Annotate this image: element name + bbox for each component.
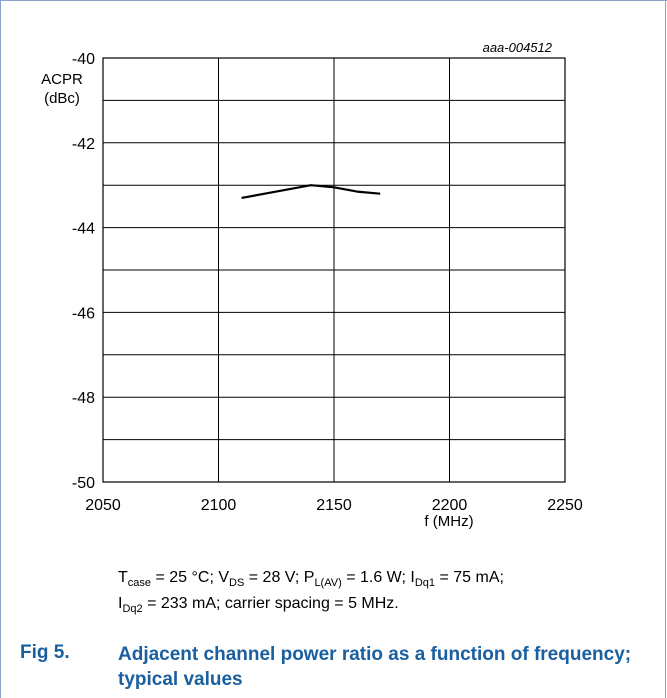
caption-text: = 28 V; P [244, 569, 315, 586]
y-tick-label: -46 [72, 305, 95, 322]
y-tick-label: -44 [72, 221, 95, 238]
frame-top-border [0, 0, 667, 1]
y-axis-label-line2: (dBc) [44, 90, 80, 107]
caption-subscript: Dq1 [414, 577, 436, 589]
x-axis-label: f (MHz) [424, 513, 473, 530]
caption-text: I [118, 595, 123, 612]
y-tick-label: -40 [72, 51, 95, 68]
x-tick-label: 2200 [432, 497, 468, 514]
y-tick-label: -42 [72, 136, 95, 153]
series-layer [241, 184, 381, 199]
caption-subscript: case [127, 577, 152, 589]
caption-text: T [118, 569, 128, 586]
caption-text: = 1.6 W; I [341, 569, 415, 586]
y-tick-label: -50 [72, 475, 95, 492]
caption-text: = 75 mA; [435, 569, 504, 586]
caption-subscript: DS [229, 577, 245, 589]
caption-text: = 25 °C; V [151, 569, 230, 586]
frame-right-border [665, 0, 666, 698]
caption-text: = 233 mA; carrier spacing = 5 MHz. [142, 595, 399, 612]
caption-line-1: Tcase = 25 °C; VDS = 28 V; PL(AV) = 1.6 … [118, 568, 504, 589]
figure-label: Fig 5. [20, 642, 70, 663]
figure-title: Adjacent channel power ratio as a functi… [118, 644, 632, 690]
y-axis-label-line1: ACPR [41, 71, 83, 88]
x-tick-label: 2150 [316, 497, 352, 514]
grid-layer [102, 57, 566, 483]
x-tick-label: 2100 [201, 497, 237, 514]
acpr-chart: 2050 2100 2150 2200 2250 -40 -42 -44 -46 -48 -50 a… [41, 40, 583, 530]
frame-left-border [0, 0, 1, 698]
figure-code: aaa-004512 [483, 40, 553, 55]
y-tick-label: -48 [72, 390, 95, 407]
acpr-series-line [241, 184, 381, 199]
caption-line-2: IDq2 = 233 mA; carrier spacing = 5 MHz. [118, 594, 399, 615]
tick-label-layer: 2050 2100 2150 2200 2250 -40 -42 -44 -46 -48 -50 [72, 51, 583, 514]
caption-subscript: L(AV) [314, 577, 342, 589]
caption-subscript: Dq2 [122, 603, 143, 615]
x-tick-label: 2050 [85, 497, 121, 514]
x-tick-label: 2250 [547, 497, 583, 514]
